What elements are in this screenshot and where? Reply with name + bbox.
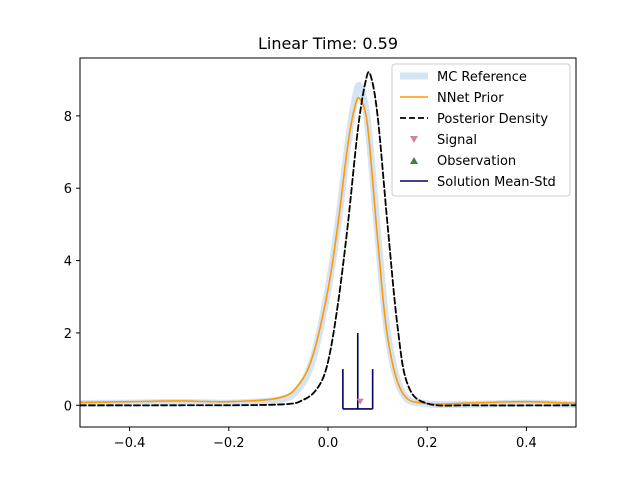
x-tick-label: −0.4 [114, 436, 146, 451]
x-tick-label: 0.2 [417, 436, 438, 451]
x-tick-label: −0.2 [213, 436, 245, 451]
marker-layer [342, 332, 374, 410]
y-tick-label: 0 [64, 399, 72, 414]
y-axis: 0 2 4 6 8 [64, 110, 80, 414]
x-tick-label: 0.4 [516, 436, 537, 451]
series-line-posterior-density [80, 71, 576, 407]
legend-handle-signal [410, 136, 418, 143]
y-tick-label: 2 [64, 327, 72, 342]
chart-title: Linear Time: 0.59 [258, 34, 398, 53]
legend: MC Reference NNet Prior Posterior Density S… [391, 63, 571, 197]
legend-label-posterior-density: Posterior Density [437, 112, 548, 127]
legend-handle-observation [410, 157, 418, 164]
x-axis: −0.4 −0.2 0.0 0.2 0.4 [114, 427, 537, 451]
legend-label-nnet-prior: NNet Prior [437, 91, 504, 106]
series-line-nnet-prior [80, 96, 576, 405]
legend-box [391, 63, 571, 197]
y-tick-label: 8 [64, 110, 72, 125]
solution-mean-std-marker [342, 332, 374, 410]
legend-label-observation: Observation [437, 154, 516, 169]
legend-label-mc-reference: MC Reference [437, 70, 527, 85]
series-layer [80, 71, 576, 409]
signal-marker [356, 398, 364, 405]
legend-label-solution-mean-std: Solution Mean-Std [437, 175, 556, 190]
y-tick-label: 4 [64, 255, 72, 270]
x-tick-label: 0.0 [318, 436, 339, 451]
legend-label-signal: Signal [437, 133, 477, 148]
y-tick-label: 6 [64, 182, 72, 197]
